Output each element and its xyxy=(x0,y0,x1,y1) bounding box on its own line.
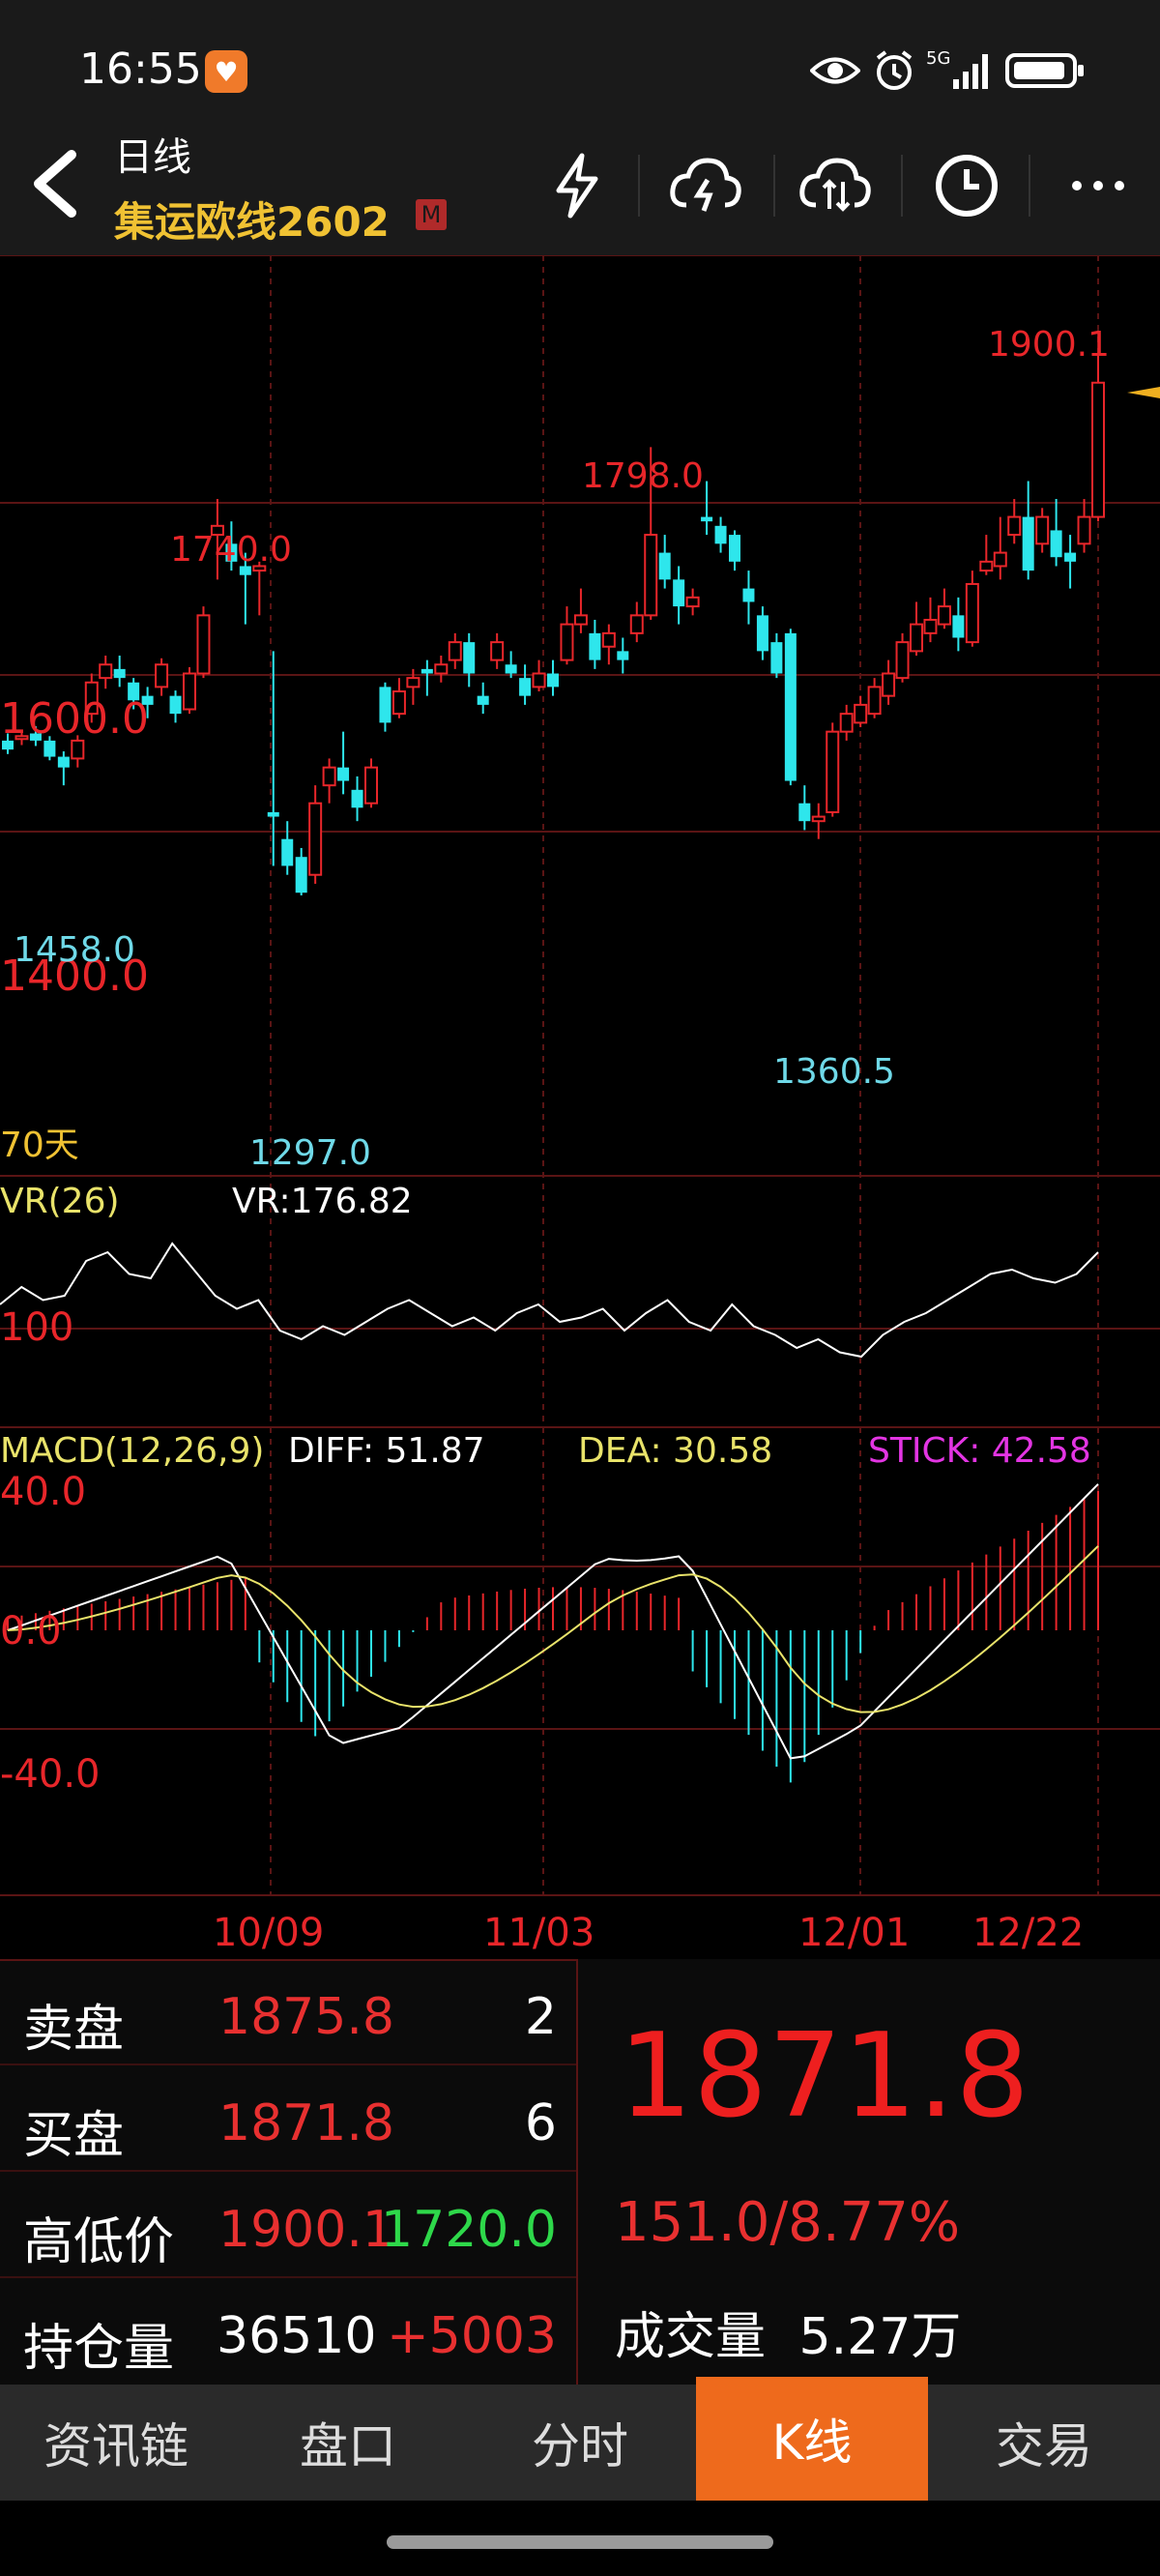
open-interest-value: 36510 xyxy=(217,2307,377,2365)
nav-separator xyxy=(773,155,775,217)
range-label: 70天 xyxy=(0,1126,79,1165)
sell-qty: 2 xyxy=(524,1988,557,2046)
candlestick-series xyxy=(2,356,1105,895)
bottom-tab-bar: 资讯链 盘口 分时 K线 交易 xyxy=(0,2377,1160,2501)
macd-axis-label: 0.0 xyxy=(0,1609,62,1654)
open-interest-row: 持仓量 36510 +5003 xyxy=(0,2278,576,2383)
buy-label: 买盘 xyxy=(23,2107,125,2165)
clock-button[interactable] xyxy=(928,147,1005,224)
tab-news-chain[interactable]: 资讯链 xyxy=(44,2418,188,2474)
vr-line xyxy=(0,1242,1099,1359)
macd-diff: DIFF: 51.87 xyxy=(288,1431,485,1471)
current-price-marker xyxy=(1127,387,1160,398)
nav-separator xyxy=(638,155,640,217)
divider xyxy=(0,2064,576,2065)
tab-order-book[interactable]: 盘口 xyxy=(300,2418,396,2474)
divider xyxy=(0,2276,576,2278)
kline-chart[interactable]: 1600.0 1400.0 70天 1900.1 1740.0 1798.0 1… xyxy=(0,255,1160,1967)
last-price: 1871.8 xyxy=(619,2009,1030,2144)
high-price: 1900.1 xyxy=(218,2201,394,2259)
trough-label: 1297.0 xyxy=(249,1133,371,1173)
macd-lines xyxy=(7,1483,1099,1760)
peak-label: 1798.0 xyxy=(582,456,704,496)
date-label: 10/09 xyxy=(213,1911,324,1955)
signal-5g-icon: 5G xyxy=(924,46,996,95)
sell-label: 卖盘 xyxy=(23,2001,125,2059)
trough-label: 1458.0 xyxy=(14,930,135,970)
macd-stick: STICK: 42.58 xyxy=(868,1431,1091,1471)
tab-kline[interactable]: K线 xyxy=(696,2377,928,2501)
market-badge: M xyxy=(416,199,447,230)
price-axis-label: 1400.0 xyxy=(0,951,149,1001)
battery-icon xyxy=(1005,46,1087,95)
open-interest-label: 持仓量 xyxy=(23,2320,175,2378)
low-price: 1720.0 xyxy=(381,2201,557,2259)
status-bar xyxy=(0,0,1160,135)
price-axis-label: 1600.0 xyxy=(0,694,149,744)
back-button[interactable] xyxy=(25,145,83,222)
app-notification-icon: ♥ xyxy=(205,50,247,93)
vr-title: VR(26) xyxy=(0,1182,120,1221)
volume-value: 5.27万 xyxy=(798,2308,962,2366)
status-time: 16:55 xyxy=(79,44,202,94)
trough-label: 1360.5 xyxy=(773,1052,895,1092)
sell-row: 卖盘 1875.8 2 xyxy=(0,1959,576,2064)
buy-price: 1871.8 xyxy=(218,2094,394,2152)
vr-axis-label: 100 xyxy=(0,1305,73,1350)
volume: 成交量 5.27万 xyxy=(615,2296,961,2368)
macd-title: MACD(12,26,9) xyxy=(0,1431,264,1471)
tab-trade[interactable]: 交易 xyxy=(996,2418,1092,2474)
cloud-flash-button[interactable] xyxy=(667,147,744,224)
panel-divider xyxy=(576,1959,578,2385)
period-label: 日线 xyxy=(114,135,191,180)
vr-value: VR:176.82 xyxy=(232,1182,413,1221)
buy-qty: 6 xyxy=(524,2094,557,2152)
divider xyxy=(0,1959,576,1961)
home-indicator[interactable] xyxy=(387,2535,773,2549)
macd-dea: DEA: 30.58 xyxy=(578,1431,772,1471)
volume-label: 成交量 xyxy=(615,2308,767,2366)
high-low-label: 高低价 xyxy=(23,2213,175,2271)
buy-row: 买盘 1871.8 6 xyxy=(0,2065,576,2170)
high-low-row: 高低价 1900.1 1720.0 xyxy=(0,2172,576,2276)
price-change: 151.0/8.77% xyxy=(615,2191,961,2254)
nav-separator xyxy=(901,155,903,217)
date-label: 12/01 xyxy=(798,1911,910,1955)
date-label: 11/03 xyxy=(483,1911,594,1955)
divider xyxy=(0,2170,576,2172)
more-button[interactable] xyxy=(1059,147,1137,224)
cloud-sync-button[interactable] xyxy=(797,147,874,224)
open-interest-change: +5003 xyxy=(387,2307,557,2365)
sell-price: 1875.8 xyxy=(218,1988,394,2046)
alarm-icon xyxy=(870,46,918,95)
peak-label: 1900.1 xyxy=(988,325,1110,365)
instrument-name[interactable]: 集运欧线2602 xyxy=(114,198,390,246)
tab-intraday[interactable]: 分时 xyxy=(532,2418,628,2474)
macd-axis-label: 40.0 xyxy=(0,1470,86,1514)
date-label: 12/22 xyxy=(972,1911,1084,1955)
eye-icon xyxy=(808,46,862,95)
lightning-button[interactable] xyxy=(537,147,615,224)
quote-panel: 卖盘 1875.8 2 买盘 1871.8 6 高低价 1900.1 1720.… xyxy=(0,1959,1160,2385)
peak-label: 1740.0 xyxy=(170,530,292,570)
nav-separator xyxy=(1029,155,1030,217)
macd-stick-series xyxy=(7,1491,1099,1783)
macd-axis-label: -40.0 xyxy=(0,1752,101,1797)
